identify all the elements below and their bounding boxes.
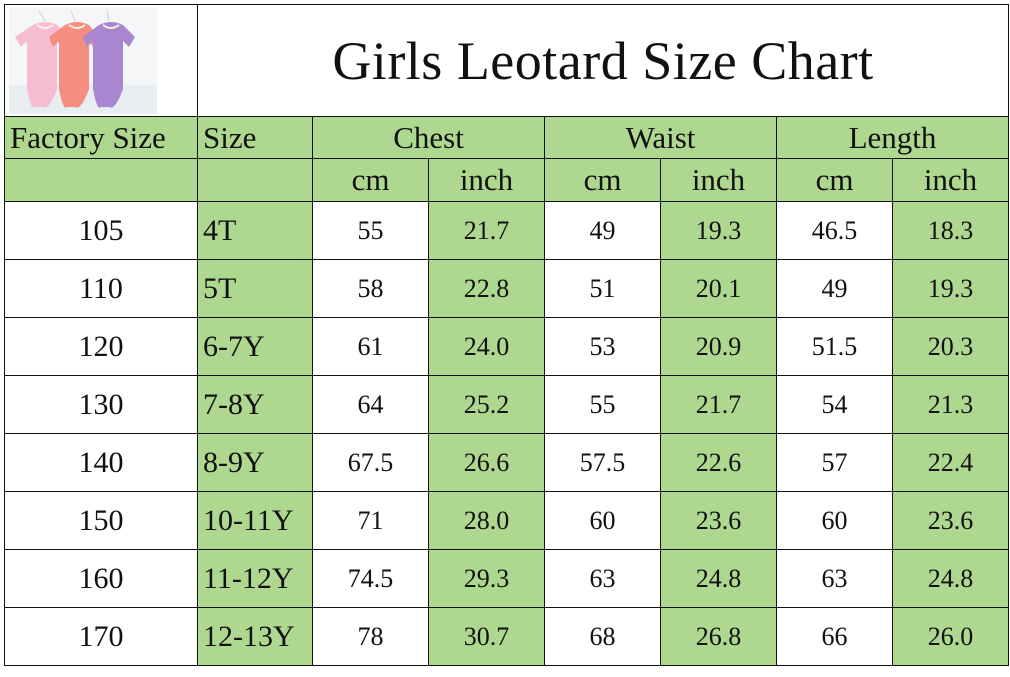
waist-cm-cell: 57.5	[544, 433, 661, 492]
factory-size-cell: 170	[4, 607, 198, 666]
table-row: 160 11-12Y 74.5 29.3 63 24.8 63 24.8	[4, 549, 1009, 608]
header-chest-cm: cm	[312, 158, 429, 202]
factory-size-cell: 120	[4, 317, 198, 376]
size-cell: 12-13Y	[197, 607, 313, 666]
product-image-cell	[4, 4, 198, 117]
header-row-units: cm inch cm inch cm inch	[4, 158, 1009, 202]
chest-cm-cell: 61	[312, 317, 429, 376]
table-row: 110 5T 58 22.8 51 20.1 49 19.3	[4, 259, 1009, 318]
length-inch-cell: 24.8	[892, 549, 1009, 608]
chest-cm-cell: 78	[312, 607, 429, 666]
size-cell: 7-8Y	[197, 375, 313, 434]
waist-inch-cell: 19.3	[660, 201, 777, 260]
length-cm-cell: 66	[776, 607, 893, 666]
table-row: 150 10-11Y 71 28.0 60 23.6 60 23.6	[4, 491, 1009, 550]
header-empty-factory	[4, 158, 198, 202]
header-chest: Chest	[312, 116, 545, 159]
table-row: 140 8-9Y 67.5 26.6 57.5 22.6 57 22.4	[4, 433, 1009, 492]
factory-size-cell: 110	[4, 259, 198, 318]
waist-inch-cell: 22.6	[660, 433, 777, 492]
length-cm-cell: 51.5	[776, 317, 893, 376]
waist-cm-cell: 49	[544, 201, 661, 260]
header-waist-cm: cm	[544, 158, 661, 202]
chest-cm-cell: 58	[312, 259, 429, 318]
waist-inch-cell: 20.9	[660, 317, 777, 376]
length-inch-cell: 20.3	[892, 317, 1009, 376]
length-inch-cell: 18.3	[892, 201, 1009, 260]
header-row-groups: Factory Size Size Chest Waist Length	[4, 116, 1009, 159]
factory-size-cell: 150	[4, 491, 198, 550]
chest-inch-cell: 26.6	[428, 433, 545, 492]
factory-size-cell: 160	[4, 549, 198, 608]
length-cm-cell: 63	[776, 549, 893, 608]
length-inch-cell: 23.6	[892, 491, 1009, 550]
chest-cm-cell: 55	[312, 201, 429, 260]
table-row: 105 4T 55 21.7 49 19.3 46.5 18.3	[4, 201, 1009, 260]
size-chart-table: Girls Leotard Size Chart Factory Size Si…	[4, 4, 1009, 666]
waist-inch-cell: 23.6	[660, 491, 777, 550]
leotards-image	[9, 7, 157, 114]
waist-inch-cell: 20.1	[660, 259, 777, 318]
waist-cm-cell: 53	[544, 317, 661, 376]
length-inch-cell: 22.4	[892, 433, 1009, 492]
header-length-inch: inch	[892, 158, 1009, 202]
chest-cm-cell: 64	[312, 375, 429, 434]
header-factory-size: Factory Size	[4, 116, 198, 159]
chart-title: Girls Leotard Size Chart	[197, 4, 1009, 117]
waist-inch-cell: 26.8	[660, 607, 777, 666]
length-inch-cell: 21.3	[892, 375, 1009, 434]
chest-cm-cell: 74.5	[312, 549, 429, 608]
chest-inch-cell: 21.7	[428, 201, 545, 260]
chest-inch-cell: 29.3	[428, 549, 545, 608]
table-row: 170 12-13Y 78 30.7 68 26.8 66 26.0	[4, 607, 1009, 666]
chest-inch-cell: 25.2	[428, 375, 545, 434]
header-chest-inch: inch	[428, 158, 545, 202]
chest-inch-cell: 30.7	[428, 607, 545, 666]
waist-cm-cell: 60	[544, 491, 661, 550]
factory-size-cell: 105	[4, 201, 198, 260]
waist-cm-cell: 55	[544, 375, 661, 434]
title-row: Girls Leotard Size Chart	[4, 4, 1009, 117]
size-cell: 4T	[197, 201, 313, 260]
header-waist-inch: inch	[660, 158, 777, 202]
header-length-cm: cm	[776, 158, 893, 202]
waist-cm-cell: 63	[544, 549, 661, 608]
waist-cm-cell: 51	[544, 259, 661, 318]
waist-inch-cell: 24.8	[660, 549, 777, 608]
factory-size-cell: 140	[4, 433, 198, 492]
size-cell: 10-11Y	[197, 491, 313, 550]
size-cell: 5T	[197, 259, 313, 318]
size-cell: 11-12Y	[197, 549, 313, 608]
header-size: Size	[197, 116, 313, 159]
header-waist: Waist	[544, 116, 777, 159]
size-cell: 8-9Y	[197, 433, 313, 492]
table-row: 130 7-8Y 64 25.2 55 21.7 54 21.3	[4, 375, 1009, 434]
chest-inch-cell: 22.8	[428, 259, 545, 318]
length-cm-cell: 46.5	[776, 201, 893, 260]
table-body: 105 4T 55 21.7 49 19.3 46.5 18.3 110 5T 58 22.8 51 20…	[4, 201, 1009, 666]
length-cm-cell: 60	[776, 491, 893, 550]
length-inch-cell: 26.0	[892, 607, 1009, 666]
header-length: Length	[776, 116, 1009, 159]
length-cm-cell: 54	[776, 375, 893, 434]
length-inch-cell: 19.3	[892, 259, 1009, 318]
chest-inch-cell: 24.0	[428, 317, 545, 376]
header-empty-size	[197, 158, 313, 202]
table-row: 120 6-7Y 61 24.0 53 20.9 51.5 20.3	[4, 317, 1009, 376]
chest-inch-cell: 28.0	[428, 491, 545, 550]
factory-size-cell: 130	[4, 375, 198, 434]
size-cell: 6-7Y	[197, 317, 313, 376]
length-cm-cell: 57	[776, 433, 893, 492]
length-cm-cell: 49	[776, 259, 893, 318]
chest-cm-cell: 67.5	[312, 433, 429, 492]
waist-inch-cell: 21.7	[660, 375, 777, 434]
chest-cm-cell: 71	[312, 491, 429, 550]
waist-cm-cell: 68	[544, 607, 661, 666]
